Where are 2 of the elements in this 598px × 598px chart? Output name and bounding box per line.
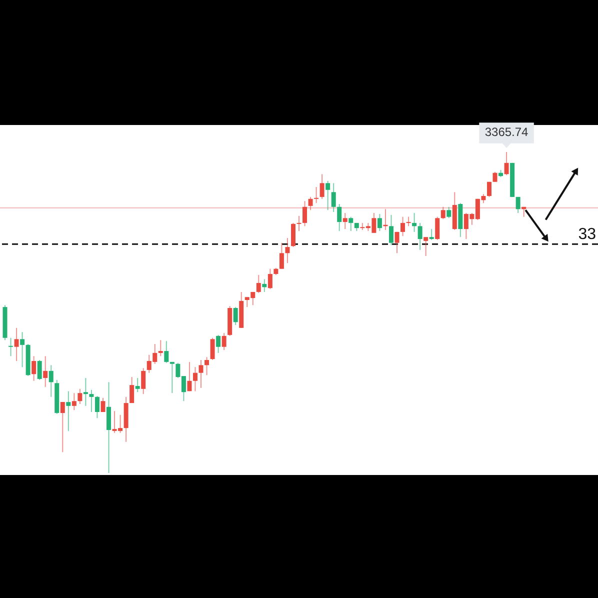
text: 33	[578, 226, 596, 244]
annotation: 3365.74	[484, 125, 529, 139]
